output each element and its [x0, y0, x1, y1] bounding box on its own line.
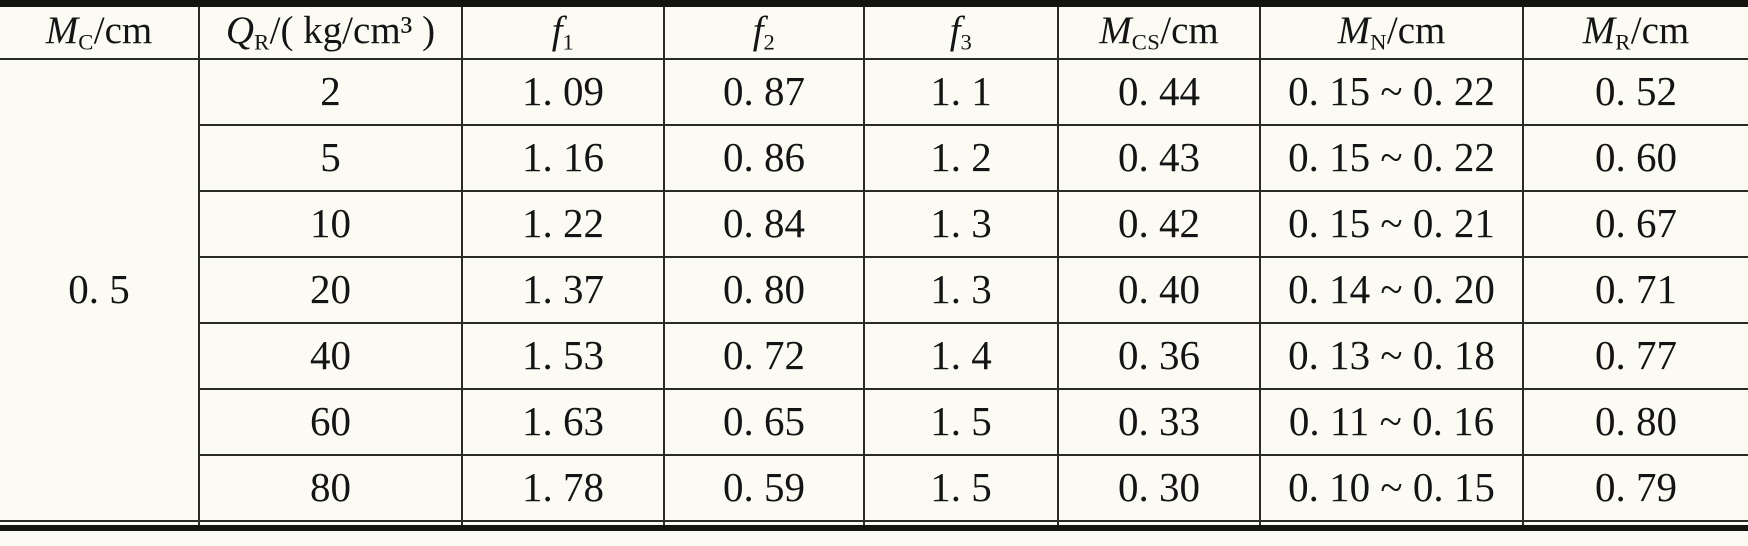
- header-f3-subscript: 3: [960, 29, 973, 55]
- table-cell: 0. 87: [663, 57, 865, 126]
- header-qr-symbol: Q: [225, 8, 255, 52]
- spacer-cell: [663, 519, 865, 529]
- header-mc: MC/cm: [0, 2, 200, 60]
- table-cell: 0. 77: [1522, 321, 1748, 390]
- table-cell: 0. 60: [1522, 123, 1748, 192]
- table-cell: 0. 10 ~ 0. 15: [1259, 453, 1524, 522]
- table-cell: 0. 13 ~ 0. 18: [1259, 321, 1524, 390]
- table-cell: 1. 5: [863, 453, 1059, 522]
- table-cell: 1. 63: [461, 387, 665, 456]
- table-cell: 0. 15 ~ 0. 22: [1259, 57, 1524, 126]
- spacer-cell: [461, 519, 665, 529]
- table-bottom-spacer-row: [0, 519, 1748, 529]
- header-mr-symbol: M: [1582, 8, 1616, 52]
- header-f1-symbol: f: [551, 8, 563, 52]
- table-cell: 0. 14 ~ 0. 20: [1259, 255, 1524, 324]
- table-body: 0. 5 2 1. 09 0. 87 1. 1 0. 44 0. 15 ~ 0. 22 0. …: [0, 57, 1748, 529]
- table-cell: 0. 72: [663, 321, 865, 390]
- table-cell: 1. 09: [461, 57, 665, 126]
- table-cell: 0. 65: [663, 387, 865, 456]
- table-cell: 1. 3: [863, 255, 1059, 324]
- table-cell: 0. 15 ~ 0. 21: [1259, 189, 1524, 258]
- header-qr-unit: /( kg/cm³ ): [269, 8, 436, 52]
- table-cell: 0. 42: [1057, 189, 1261, 258]
- table-cell: 0. 86: [663, 123, 865, 192]
- table-row: 40 1. 53 0. 72 1. 4 0. 36 0. 13 ~ 0. 18 0. 77: [0, 321, 1748, 390]
- table-cell: 1. 2: [863, 123, 1059, 192]
- header-f1: f1: [461, 2, 665, 60]
- table-cell: 1. 4: [863, 321, 1059, 390]
- table-row: 0. 5 2 1. 09 0. 87 1. 1 0. 44 0. 15 ~ 0. 22 0. …: [0, 57, 1748, 522]
- header-mcs: MCS/cm: [1057, 2, 1261, 60]
- header-f2: f2: [663, 2, 865, 60]
- header-f3-symbol: f: [949, 8, 961, 52]
- table-cell: 60: [199, 387, 463, 456]
- header-mr: MR/cm: [1522, 2, 1748, 60]
- spacer-cell: [0, 519, 200, 529]
- table-row: 5 1. 16 0. 86 1. 2 0. 43 0. 15 ~ 0. 22 0. 60: [0, 123, 1748, 192]
- table-cell: 2: [198, 57, 463, 126]
- spacer-cell: [1522, 519, 1748, 529]
- table-cell: 1. 22: [461, 189, 665, 258]
- spacer-cell: [1259, 519, 1524, 529]
- table-cell: 0. 79: [1522, 453, 1748, 522]
- table-cell: 0. 71: [1522, 255, 1748, 324]
- table-cell: 0. 40: [1057, 255, 1261, 324]
- header-f1-subscript: 1: [562, 29, 575, 55]
- header-mr-subscript: R: [1615, 29, 1631, 55]
- mc-merged-cell: 0. 5: [0, 57, 200, 522]
- table-cell: 40: [199, 321, 463, 390]
- header-mn: MN/cm: [1259, 2, 1524, 60]
- header-f3: f3: [863, 2, 1059, 60]
- header-qr-subscript: R: [254, 29, 270, 55]
- table-cell: 1. 78: [461, 453, 665, 522]
- table-cell: 10: [199, 189, 463, 258]
- table-cell: 0. 80: [663, 255, 865, 324]
- header-mc-symbol: M: [45, 8, 79, 52]
- spacer-cell: [198, 519, 463, 529]
- table-cell: 0. 67: [1522, 189, 1748, 258]
- spacer-cell: [1057, 519, 1261, 529]
- header-qr: QR/( kg/cm³ ): [198, 2, 463, 60]
- header-mn-subscript: N: [1370, 29, 1387, 55]
- table-cell: 20: [199, 255, 463, 324]
- table-cell: 0. 52: [1522, 57, 1748, 126]
- table-cell: 0. 43: [1057, 123, 1261, 192]
- table-row: 80 1. 78 0. 59 1. 5 0. 30 0. 10 ~ 0. 15 0. 79: [0, 453, 1748, 522]
- table-cell: 5: [199, 123, 463, 192]
- header-mc-subscript: C: [78, 29, 94, 55]
- table-row: 60 1. 63 0. 65 1. 5 0. 33 0. 11 ~ 0. 16 0. 80: [0, 387, 1748, 456]
- header-mr-unit: /cm: [1630, 8, 1690, 52]
- header-f2-subscript: 2: [763, 29, 776, 55]
- table-cell: 1. 3: [863, 189, 1059, 258]
- table-cell: 0. 84: [663, 189, 865, 258]
- table-cell: 1. 37: [461, 255, 665, 324]
- header-mn-unit: /cm: [1386, 8, 1446, 52]
- table-cell: 0. 15 ~ 0. 22: [1259, 123, 1524, 192]
- table-cell: 0. 80: [1522, 387, 1748, 456]
- header-f2-symbol: f: [752, 8, 764, 52]
- table-cell: 0. 33: [1057, 387, 1261, 456]
- table-cell: 0. 11 ~ 0. 16: [1259, 387, 1524, 456]
- spacer-cell: [863, 519, 1059, 529]
- table-cell: 80: [199, 453, 463, 522]
- table-row: 20 1. 37 0. 80 1. 3 0. 40 0. 14 ~ 0. 20 0. 71: [0, 255, 1748, 324]
- table-row: 10 1. 22 0. 84 1. 3 0. 42 0. 15 ~ 0. 21 0. 67: [0, 189, 1748, 258]
- table-cell: 0. 59: [663, 453, 865, 522]
- table-cell: 1. 1: [863, 57, 1059, 126]
- header-mn-symbol: M: [1337, 8, 1371, 52]
- table-cell: 1. 5: [863, 387, 1059, 456]
- parameters-table: MC/cm QR/( kg/cm³ ) f1 f2 f3 MCS/cm MN/c…: [0, 0, 1748, 531]
- header-mcs-unit: /cm: [1160, 8, 1219, 52]
- table-cell: 1. 16: [461, 123, 665, 192]
- table-cell: 0. 36: [1057, 321, 1261, 390]
- table-header-row: MC/cm QR/( kg/cm³ ) f1 f2 f3 MCS/cm MN/c…: [0, 2, 1748, 60]
- header-mcs-subscript: CS: [1131, 29, 1161, 55]
- table-cell: 0. 44: [1057, 57, 1261, 126]
- header-mcs-symbol: M: [1099, 8, 1132, 52]
- table-cell: 1. 53: [461, 321, 665, 390]
- table-cell: 0. 30: [1057, 453, 1261, 522]
- header-mc-unit: /cm: [93, 8, 153, 52]
